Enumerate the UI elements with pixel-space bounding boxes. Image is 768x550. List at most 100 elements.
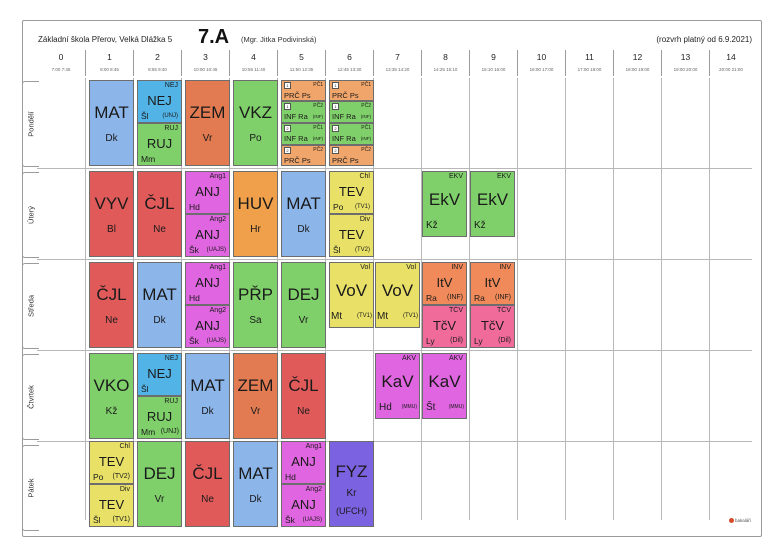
lesson-wed-6[interactable]: Vol VoV Mt (TV1)	[329, 262, 374, 328]
lesson-thu-7[interactable]: AKV KaV Hd (MMU)	[375, 353, 420, 419]
lesson-subject: TčV	[480, 318, 505, 333]
lesson-teacher: Ra	[426, 293, 437, 303]
lesson-mon-6-q2[interactable]: 1 PČ2 INF Ra (INF)	[329, 101, 374, 123]
lesson-subject: PRČ Ps	[332, 91, 359, 100]
lesson-wed-2[interactable]: MAT Dk	[137, 262, 182, 348]
lesson-tue-2[interactable]: ČJL Ne	[137, 171, 182, 257]
grid-line	[469, 78, 470, 520]
lesson-fri-5-group1[interactable]: Ang1 ANJ Hd	[281, 441, 326, 484]
period-header: 3 10:00 10:45	[181, 50, 229, 76]
lesson-wed-4[interactable]: PŘP Sa	[233, 262, 278, 348]
lesson-group: TČV	[449, 307, 463, 314]
bakalari-logo: bakaláři	[729, 518, 751, 524]
lesson-wed-7[interactable]: Vol VoV Mt (TV1)	[375, 262, 420, 328]
lesson-teacher: Šl	[141, 111, 149, 121]
lesson-thu-8[interactable]: AKV KaV Št (MMU)	[422, 353, 467, 419]
lesson-room: (TV1)	[403, 313, 418, 319]
lesson-fri-3[interactable]: ČJL Ne	[185, 441, 230, 527]
lesson-room: (INF)	[312, 114, 323, 119]
group-number: 1	[284, 82, 291, 89]
day-name: Pátek	[26, 478, 36, 498]
day-label-wednesday: Středa	[22, 263, 39, 349]
lesson-thu-4[interactable]: ZEM Vr	[233, 353, 278, 439]
lesson-group: EKV	[448, 173, 463, 180]
period-number: 14	[726, 52, 736, 62]
lesson-wed-9-group2[interactable]: TČV TčV Ly (Dil)	[470, 305, 515, 348]
period-number: 1	[107, 52, 112, 62]
lesson-teacher: Po	[333, 202, 344, 212]
lesson-fri-2[interactable]: DEJ Vr	[137, 441, 182, 527]
lesson-teacher: Št	[426, 402, 436, 413]
lesson-fri-4[interactable]: MAT Dk	[233, 441, 278, 527]
logo-icon	[729, 518, 734, 524]
period-time: 15:10 16:00	[481, 67, 506, 72]
lesson-subject: ItV	[484, 275, 501, 290]
lesson-mon-5-q1[interactable]: 1 PČ1 PRČ Ps	[281, 80, 326, 101]
lesson-teacher: Mm	[141, 154, 156, 164]
lesson-group: Ang2	[209, 216, 226, 223]
lesson-mon-6-q1[interactable]: 1 PČ1 PRČ Ps	[329, 80, 374, 101]
lesson-teacher: Po	[93, 472, 104, 482]
period-time: 19:00 20:00	[673, 67, 698, 72]
lesson-wed-9-group1[interactable]: INV ItV Ra (INF)	[470, 262, 515, 305]
lesson-tue-1[interactable]: VYV Bl	[89, 171, 134, 257]
lesson-group: INV	[451, 264, 463, 271]
lesson-mon-1[interactable]: MAT Dk	[89, 80, 134, 166]
lesson-mon-6-q4[interactable]: 2 PČ2 PRČ Ps	[329, 145, 374, 166]
day-name: Čtvrtek	[26, 385, 36, 409]
lesson-room: (INF)	[360, 114, 371, 119]
lesson-fri-5-group2[interactable]: Ang2 ANJ Šk (UAJS)	[281, 484, 326, 527]
lesson-subject: INF Ra	[332, 112, 356, 121]
lesson-subject: ČJL	[144, 194, 175, 213]
lesson-tue-6-group2[interactable]: Div TEV Šl (TV2)	[329, 214, 374, 257]
lesson-mon-5-q4[interactable]: 2 PČ2 PRČ Ps	[281, 145, 326, 166]
lesson-mon-5-q3[interactable]: 2 PČ1 INF Ra (INF)	[281, 123, 326, 145]
lesson-fri-1-group1[interactable]: Chl TEV Po (TV2)	[89, 441, 134, 484]
group-code: PČ1	[313, 82, 323, 88]
lesson-thu-1[interactable]: VKO Kž	[89, 353, 134, 439]
lesson-subject: KaV	[381, 372, 414, 391]
lesson-teacher: Ne	[297, 406, 310, 417]
lesson-wed-3-group1[interactable]: Ang1 ANJ Hd	[185, 262, 230, 305]
lesson-mon-4[interactable]: VKZ Po	[233, 80, 278, 166]
lesson-wed-1[interactable]: ČJL Ne	[89, 262, 134, 348]
period-header: 1 8:00 8:45	[85, 50, 133, 76]
lesson-wed-3-group2[interactable]: Ang2 ANJ Šk (UAJS)	[185, 305, 230, 348]
lesson-tue-3-group2[interactable]: Ang2 ANJ Šk (UAJS)	[185, 214, 230, 257]
group-number: 1	[332, 82, 339, 89]
lesson-subject: ItV	[436, 275, 453, 290]
lesson-tue-3-group1[interactable]: Ang1 ANJ Hd	[185, 171, 230, 214]
group-code: PČ1	[361, 125, 371, 131]
lesson-mon-3[interactable]: ZEM Vr	[185, 80, 230, 166]
period-time: 8:55 9:40	[148, 67, 167, 72]
lesson-wed-8-group1[interactable]: INV ItV Ra (INF)	[422, 262, 467, 305]
lesson-tue-5[interactable]: MAT Dk	[281, 171, 326, 257]
lesson-fri-6[interactable]: FYZ Kr (UFCH)	[329, 441, 374, 527]
group-code: PČ2	[361, 147, 371, 153]
lesson-tue-8[interactable]: EKV EkV Kž	[422, 171, 467, 237]
lesson-group: AKV	[448, 355, 463, 362]
period-header: 6 12:45 13:30	[325, 50, 373, 76]
lesson-subject: TEV	[98, 497, 125, 512]
lesson-teacher: Mt	[331, 311, 343, 322]
lesson-wed-8-group2[interactable]: TČV TčV Ly (Dil)	[422, 305, 467, 348]
lesson-room: (INF)	[312, 136, 323, 141]
lesson-mon-6-q3[interactable]: 2 PČ1 INF Ra (INF)	[329, 123, 374, 145]
lesson-thu-2-group1[interactable]: NEJ NEJ Šl	[137, 353, 182, 396]
lesson-thu-5[interactable]: ČJL Ne	[281, 353, 326, 439]
lesson-fri-1-group2[interactable]: Div TEV Šl (TV1)	[89, 484, 134, 527]
lesson-wed-5[interactable]: DEJ Vr	[281, 262, 326, 348]
lesson-tue-9[interactable]: EKV EkV Kž	[470, 171, 515, 237]
lesson-teacher: Dk	[153, 315, 166, 326]
lesson-mon-5-q2[interactable]: 1 PČ2 INF Ra (INF)	[281, 101, 326, 123]
period-time: 18:00 19:00	[625, 67, 650, 72]
lesson-mon-2-group2[interactable]: RUJ RUJ Mm	[137, 123, 182, 166]
lesson-teacher: Hd	[379, 402, 392, 413]
lesson-tue-4[interactable]: HUV Hr	[233, 171, 278, 257]
lesson-teacher: Dk	[297, 224, 310, 235]
lesson-thu-3[interactable]: MAT Dk	[185, 353, 230, 439]
lesson-tue-6-group1[interactable]: Chl TEV Po (TV1)	[329, 171, 374, 214]
lesson-mon-2-group1[interactable]: NEJ NEJ Šl (UNJ)	[137, 80, 182, 123]
lesson-thu-2-group2[interactable]: RUJ RUJ Mm (UNJ)	[137, 396, 182, 439]
lesson-subject: INF Ra	[284, 112, 308, 121]
